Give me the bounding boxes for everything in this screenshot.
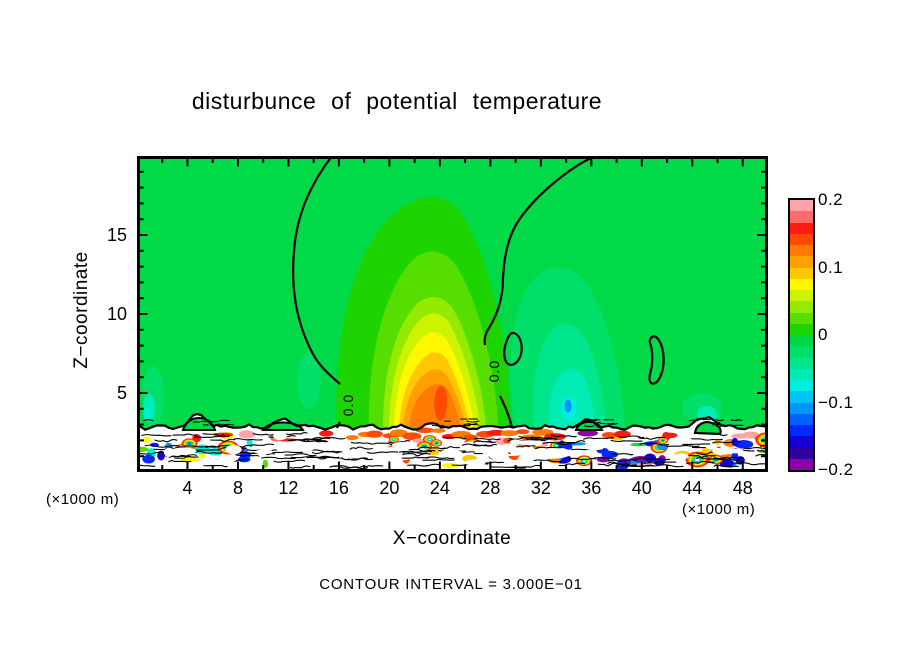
- colorbar-segment: [790, 267, 813, 279]
- colorbar-segment: [790, 413, 813, 425]
- colorbar: [788, 198, 815, 472]
- colorbar-segment: [790, 436, 813, 448]
- x-tick-label: 44: [682, 478, 703, 498]
- filled-contour-plot: 0.0 0.0: [137, 156, 768, 472]
- colorbar-segment: [790, 346, 813, 358]
- colorbar-tick-label: 0: [818, 325, 828, 344]
- colorbar-segment: [790, 357, 813, 369]
- z-tick-label: 15: [106, 225, 127, 245]
- closed-contour-line: [648, 335, 665, 385]
- colorbar-segment: [790, 301, 813, 313]
- x-axis-title: X−coordinate: [392, 528, 512, 549]
- zero-contour-line: [499, 395, 514, 429]
- cold-patch: [144, 407, 150, 421]
- colorbar-segment: [790, 368, 813, 380]
- plot-frame: [137, 156, 768, 472]
- x-tick-label: 40: [631, 478, 652, 498]
- zero-contour-line: [292, 156, 341, 385]
- colorbar-segment: [790, 335, 813, 347]
- x-tick-label: 48: [732, 478, 753, 498]
- zero-contour-line: [483, 156, 596, 346]
- colorbar-segment: [790, 233, 813, 245]
- colorbar-segment: [790, 312, 813, 324]
- colorbar-segment: [790, 211, 813, 223]
- colorbar-segment: [790, 380, 813, 392]
- colorbar-tick-label: 0.2: [818, 190, 844, 209]
- x-axis-unit-left: (×1000 m): [46, 491, 120, 508]
- colorbar-segment: [790, 245, 813, 257]
- colorbar-segment: [790, 425, 813, 437]
- plume-layer: [434, 385, 448, 421]
- colorbar-segment: [790, 458, 813, 470]
- boundary-layer-turbulence: [137, 427, 768, 471]
- closed-contour-line: [503, 331, 523, 366]
- x-tick-label: 16: [328, 478, 349, 498]
- contour-label: 0.0: [340, 394, 356, 416]
- colorbar-tick-label: −0.1: [818, 392, 854, 412]
- colorbar-segment: [790, 391, 813, 403]
- colorbar-segment: [790, 278, 813, 290]
- cold-patch: [297, 353, 321, 409]
- x-axis-unit-right: (×1000 m): [682, 501, 756, 518]
- x-tick-label: 36: [581, 478, 602, 498]
- zero-contour-line: [336, 421, 341, 429]
- cold-patch: [564, 399, 572, 413]
- x-tick-label: 32: [530, 478, 551, 498]
- x-tick-label: 20: [379, 478, 400, 498]
- colorbar-segment: [790, 447, 813, 459]
- boundary-layer-top-contour: [137, 412, 766, 431]
- colorbar-segment: [790, 222, 813, 234]
- contour-label: 0.0: [486, 360, 502, 382]
- colorbar-segment: [790, 402, 813, 414]
- chart-title: disturbunce of potential temperature: [191, 88, 603, 114]
- x-tick-label: 24: [429, 478, 450, 498]
- z-tick-label: 10: [106, 304, 127, 324]
- colorbar-tick-label: 0.1: [818, 257, 844, 277]
- x-tick-label: 28: [480, 478, 501, 498]
- contour-interval-note: CONTOUR INTERVAL = 3.000E−01: [319, 576, 583, 593]
- colorbar-tick-label: −0.2: [818, 460, 854, 479]
- colorbar-segment: [790, 323, 813, 335]
- colorbar-segment: [790, 200, 813, 212]
- x-tick-label: 12: [278, 478, 299, 498]
- colorbar-segment: [790, 290, 813, 302]
- x-tick-label: 4: [182, 478, 193, 498]
- z-tick-label: 5: [116, 383, 127, 403]
- colorbar-segment: [790, 256, 813, 268]
- x-tick-label: 8: [232, 478, 243, 498]
